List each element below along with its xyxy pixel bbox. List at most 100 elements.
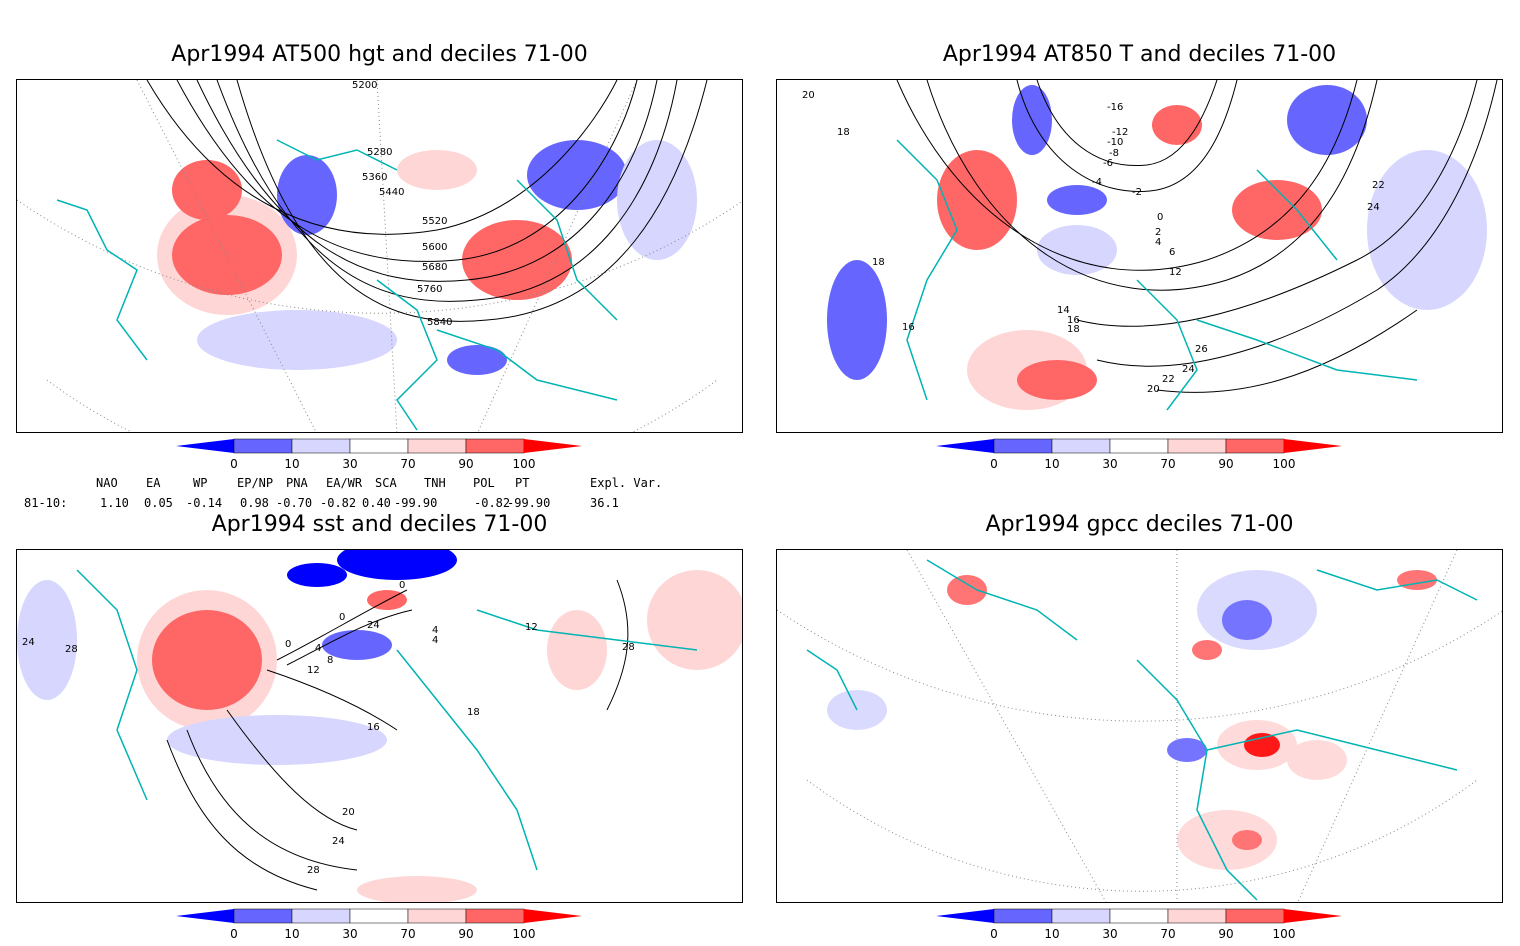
colorbar-tick-label: 90	[458, 457, 473, 471]
contour-label: 5440	[379, 187, 404, 198]
colorbar-segment	[465, 908, 525, 924]
contour-label: 5280	[367, 147, 392, 158]
colorbar-tick-label: 30	[1102, 927, 1117, 941]
map-hgt500: 5200 5280 5360 5440 5520 5600 5680 5760 …	[16, 79, 743, 433]
contour-label: 16	[1067, 315, 1080, 326]
map-svg-hgt500: 5200 5280 5360 5440 5520 5600 5680 5760 …	[17, 80, 742, 432]
colorbar-segment	[1225, 438, 1285, 454]
index-value: -0.82	[320, 496, 357, 510]
colorbar-tick-label: 70	[1160, 457, 1175, 471]
colorbar-tick-label: 30	[1102, 457, 1117, 471]
contour-label: -10	[1107, 137, 1123, 148]
index-value: -0.70	[276, 496, 313, 510]
contour-label: 5680	[422, 262, 447, 273]
contour-label: 4	[432, 635, 438, 646]
colorbar-segment	[291, 438, 351, 454]
contour-label: 5520	[422, 216, 447, 227]
contour-label: 4	[432, 625, 438, 636]
colorbar-tick-label: 90	[1218, 457, 1233, 471]
contour-label: -4	[1092, 177, 1102, 188]
map-svg-sst: 0 0 0 4 4 8 12 16 20 24 28 24 28 28 12 1…	[17, 550, 742, 902]
contour-label: -12	[1112, 127, 1128, 138]
index-header: NAO	[96, 476, 118, 490]
contour-label: 12	[307, 665, 320, 676]
colorbar-right-arrow	[1284, 439, 1342, 453]
contour-label: 5200	[352, 80, 377, 91]
index-value: -99.90	[507, 496, 551, 510]
contour-label: 20	[1147, 384, 1160, 395]
indices-table: NAO EA WP EP/NP PNA EA/WR SCA TNH POL PT…	[0, 474, 760, 514]
contour-label: 5840	[427, 317, 452, 328]
index-header: PT	[515, 476, 530, 490]
contour-label: 28	[65, 644, 78, 655]
colorbar-tick-label: 10	[1044, 457, 1059, 471]
colorbar-segment	[291, 908, 351, 924]
colorbar-svg: 0 10 30 70 90 100	[936, 438, 1342, 471]
panel-title-hgt500: Apr1994 AT500 hgt and deciles 71-00	[171, 42, 588, 67]
contour-label: 18	[467, 707, 480, 718]
index-value: -0.82	[474, 496, 511, 510]
colorbar-tick-label: 30	[342, 927, 357, 941]
index-header: POL	[473, 476, 495, 490]
contour-label: 12	[1169, 267, 1182, 278]
contour-label: 6	[1169, 247, 1175, 258]
index-header: PNA	[286, 476, 308, 490]
colorbar-tick-label: 90	[458, 927, 473, 941]
contour-label: 16	[902, 322, 915, 333]
contour-label: 8	[327, 655, 333, 666]
colorbar-tick-label: 100	[1273, 457, 1296, 471]
colorbar-segment	[349, 908, 409, 924]
colorbar-top-left: 0 10 30 70 90 100	[174, 438, 586, 472]
contour-label: 22	[1162, 374, 1175, 385]
colorbar-segment	[233, 438, 293, 454]
index-header: Expl. Var.	[590, 476, 663, 490]
colorbar-tick-label: 10	[284, 457, 299, 471]
map-svg-gpcc	[777, 550, 1502, 902]
colorbar-bottom-left: 0 10 30 70 90 100	[174, 908, 586, 941]
contour-label: 14	[1057, 305, 1070, 316]
index-row-label: 81-10:	[24, 496, 68, 510]
contour-label: 0	[399, 580, 405, 591]
colorbar-segment	[1167, 908, 1227, 924]
colorbar-left-arrow	[936, 439, 994, 453]
contour-label: 4	[1155, 237, 1161, 248]
colorbar-tick-label: 100	[513, 927, 536, 941]
contour-label: 4	[315, 643, 321, 654]
colorbar-segment	[1225, 908, 1285, 924]
index-header: WP	[193, 476, 208, 490]
contour-label: -2	[1132, 187, 1142, 198]
panel-title-t850: Apr1994 AT850 T and deciles 71-00	[942, 42, 1337, 67]
colorbar-left-arrow	[176, 439, 234, 453]
colorbar-segment	[1051, 908, 1111, 924]
colorbar-svg: 0 10 30 70 90 100	[176, 438, 582, 471]
contour-label: 28	[622, 642, 635, 653]
contour-label: 5600	[422, 242, 447, 253]
colorbar-segment	[993, 908, 1053, 924]
contour-label: -16	[1107, 102, 1123, 113]
colorbar-right-arrow	[1284, 909, 1342, 923]
colorbar-tick-label: 10	[1044, 927, 1059, 941]
colorbar-tick-label: 0	[230, 457, 238, 471]
index-value: 1.10	[100, 496, 129, 510]
colorbar-left-arrow	[176, 909, 234, 923]
colorbar-segment	[465, 438, 525, 454]
contour-label: 0	[339, 612, 345, 623]
index-value: 0.40	[362, 496, 391, 510]
panel-title-sst: Apr1994 sst and deciles 71-00	[211, 512, 548, 537]
colorbar-tick-label: 70	[400, 927, 415, 941]
index-value: 0.05	[144, 496, 173, 510]
colorbar-tick-label: 0	[230, 927, 238, 941]
colorbar-tick-label: 0	[990, 457, 998, 471]
colorbar-right-arrow	[524, 439, 582, 453]
contour-label: -6	[1103, 158, 1113, 169]
contour-label: -8	[1109, 148, 1119, 159]
contour-label: 22	[1372, 180, 1385, 191]
contour-label: 18	[837, 127, 850, 138]
colorbar-tick-label: 100	[1273, 927, 1296, 941]
contour-label: 24	[1182, 364, 1195, 375]
contour-label: 20	[802, 90, 815, 101]
colorbar-segment	[349, 438, 409, 454]
contour-label: 16	[367, 722, 380, 733]
contour-label: 5360	[362, 172, 387, 183]
map-svg-t850: -16 -12 -10 -8 -6 -4 -2 0 2 4 6 12 14 16…	[802, 80, 1498, 411]
